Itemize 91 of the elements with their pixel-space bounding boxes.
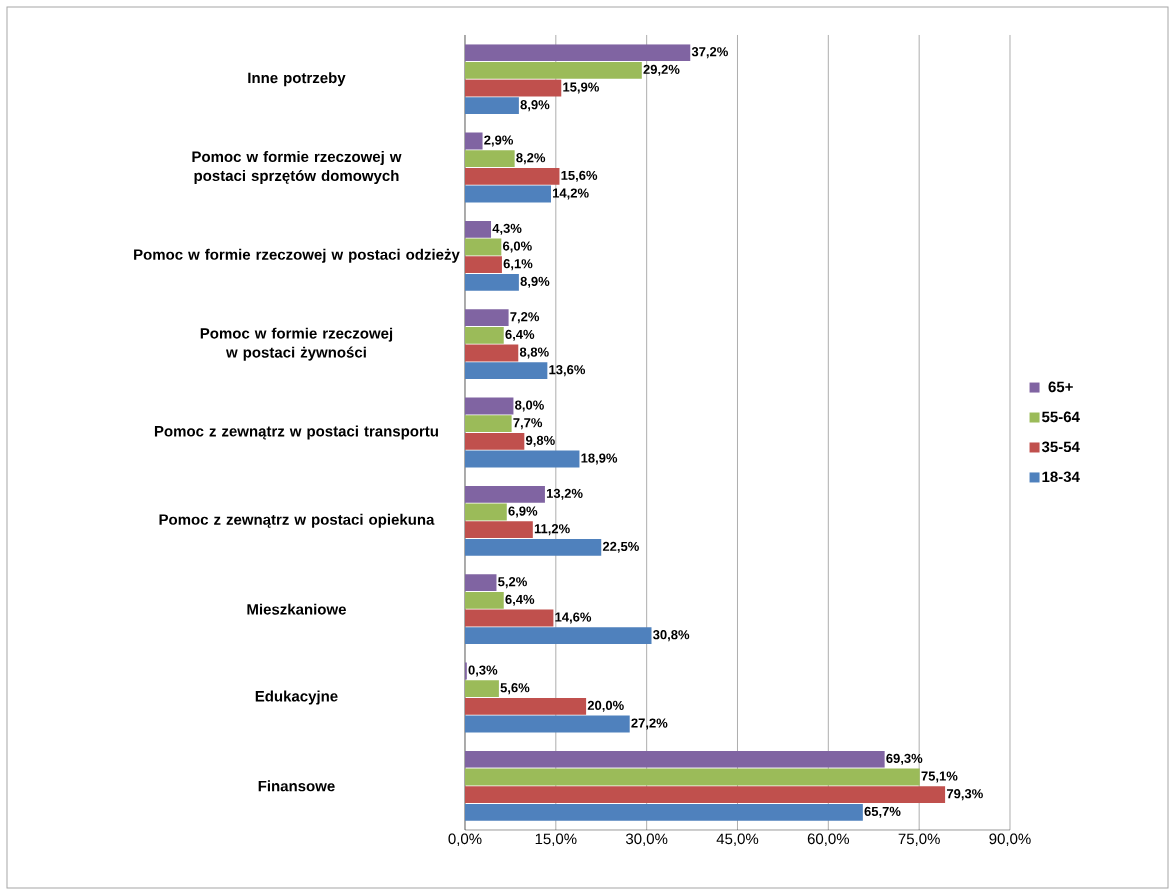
bar xyxy=(465,485,545,503)
legend-label: 55-64 xyxy=(1042,411,1080,423)
bar xyxy=(465,680,499,698)
x-tick-label: 0,0% xyxy=(448,833,482,846)
bar xyxy=(465,415,512,433)
bar xyxy=(465,61,642,79)
bar xyxy=(465,503,507,521)
legend-label: 35-54 xyxy=(1041,441,1080,453)
data-label: 6,0% xyxy=(503,241,532,253)
bar xyxy=(465,167,560,185)
bar xyxy=(465,538,602,556)
data-label: 7,7% xyxy=(513,418,543,430)
data-label: 4,3% xyxy=(492,223,522,235)
data-label: 11,2% xyxy=(534,524,570,536)
bar xyxy=(465,150,515,168)
bar xyxy=(465,185,551,203)
data-label: 15,9% xyxy=(563,82,599,94)
bar xyxy=(465,521,533,539)
legend-label: 65+ xyxy=(1048,381,1073,393)
bar xyxy=(465,697,587,715)
data-label: 69,3% xyxy=(886,753,923,765)
data-label: 6,1% xyxy=(503,259,533,271)
data-label: 30,8% xyxy=(653,630,690,642)
data-label: 79,3% xyxy=(946,789,983,801)
y-tick-label: Inne potrzeby xyxy=(248,72,346,87)
data-label: 8,8% xyxy=(519,347,549,359)
bar xyxy=(465,591,504,609)
x-tick-label: 45,0% xyxy=(716,833,759,846)
data-label: 2,9% xyxy=(484,135,514,147)
bar xyxy=(465,344,519,362)
data-label: 0,3% xyxy=(468,665,498,677)
bar xyxy=(465,44,691,62)
data-label: 65,7% xyxy=(864,806,901,818)
data-label: 9,8% xyxy=(525,435,555,447)
bar xyxy=(465,256,502,274)
bar xyxy=(465,97,519,115)
bar xyxy=(465,273,519,291)
y-tick-label: Pomoc z zewnątrz w postaci opiekuna xyxy=(159,513,435,528)
data-label: 8,2% xyxy=(516,153,546,165)
data-label: 5,2% xyxy=(498,577,527,589)
data-label: 14,2% xyxy=(553,188,589,200)
x-tick-label: 60,0% xyxy=(807,833,850,846)
x-tick-label: 75,0% xyxy=(898,833,940,846)
legend-label: 18-34 xyxy=(1042,471,1080,483)
bar xyxy=(465,220,492,238)
bar xyxy=(465,609,554,627)
bar xyxy=(465,362,548,380)
data-label: 13,6% xyxy=(549,365,586,377)
data-label: 18,9% xyxy=(581,453,618,465)
bar xyxy=(465,768,920,786)
bar xyxy=(465,715,630,733)
bar xyxy=(465,238,502,256)
data-label: 20,0% xyxy=(587,700,624,712)
data-label: 37,2% xyxy=(691,47,728,59)
data-label: 6,9% xyxy=(508,506,538,518)
data-label: 75,1% xyxy=(921,771,958,783)
y-tick-label: Edukacyjne xyxy=(255,690,338,705)
y-tick-label: Pomoc z zewnątrz w postaci transportu xyxy=(154,425,438,440)
data-label: 27,2% xyxy=(631,718,668,730)
data-label: 14,6% xyxy=(555,612,592,624)
bar xyxy=(465,326,504,344)
bar xyxy=(465,79,562,97)
bar xyxy=(465,750,885,768)
bar xyxy=(465,432,525,450)
x-tick-label: 30,0% xyxy=(625,833,668,846)
data-label: 15,6% xyxy=(561,170,598,182)
bar xyxy=(465,309,509,327)
data-label: 6,4% xyxy=(505,329,535,341)
bar xyxy=(465,786,946,804)
bar xyxy=(465,397,514,415)
data-label: 8,9% xyxy=(520,100,550,112)
data-label: 6,4% xyxy=(505,594,535,606)
bar xyxy=(465,627,652,645)
y-tick-label: Pomoc w formie rzeczowej w postaci sprzętów domowych xyxy=(192,151,402,184)
y-tick-label: Mieszkaniowe xyxy=(247,603,346,615)
bar xyxy=(465,450,580,468)
data-label: 8,0% xyxy=(515,400,544,412)
data-label: 5,6% xyxy=(500,683,530,695)
y-tick-label: Pomoc w formie rzeczowej w postaci odzieży xyxy=(134,248,460,263)
bar xyxy=(465,132,483,150)
x-tick-label: 90,0% xyxy=(989,833,1031,846)
data-label: 13,2% xyxy=(546,488,583,500)
bar xyxy=(465,803,863,821)
y-tick-label: Finansowe xyxy=(258,780,335,792)
x-tick-label: 15,0% xyxy=(535,833,577,846)
y-tick-label: Pomoc w formie rzeczowej w postaci żywności xyxy=(200,327,393,361)
bar xyxy=(465,574,497,592)
data-label: 29,2% xyxy=(643,64,680,76)
data-label: 22,5% xyxy=(602,541,639,553)
data-label: 8,9% xyxy=(520,276,550,288)
data-label: 7,2% xyxy=(510,312,540,324)
